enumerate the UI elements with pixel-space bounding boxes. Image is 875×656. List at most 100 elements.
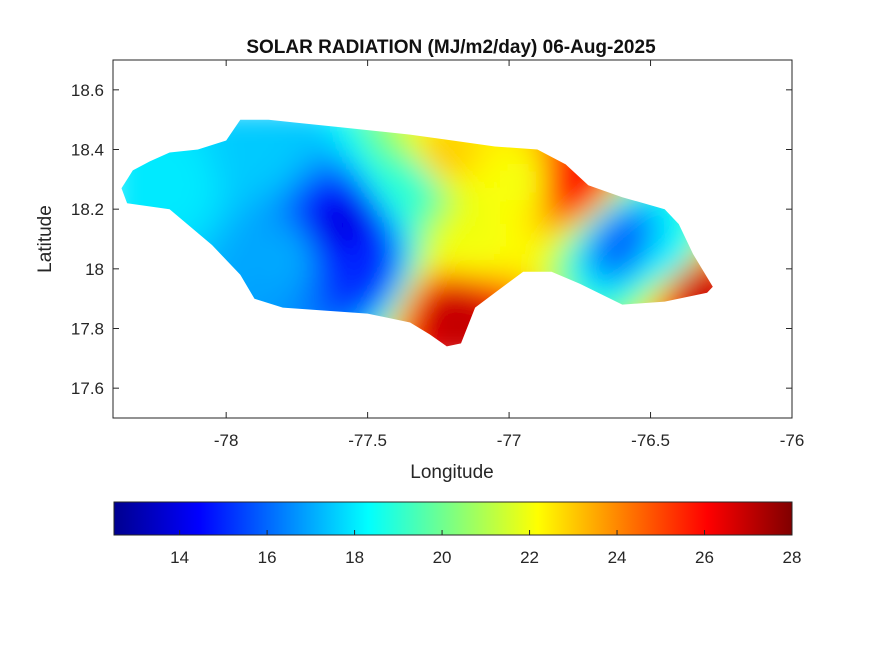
heatmap-cell [278, 176, 285, 183]
heatmap-cell [476, 182, 483, 189]
heatmap-cell [464, 302, 471, 309]
heatmap-cell [290, 236, 297, 243]
heatmap-cell [428, 176, 435, 183]
heatmap-cell [326, 206, 333, 213]
heatmap-cell [320, 152, 327, 159]
heatmap-cell [338, 254, 345, 261]
heatmap-cell [458, 254, 465, 261]
heatmap-cell [530, 248, 537, 255]
heatmap-cell [584, 254, 591, 261]
heatmap-cell [404, 254, 411, 261]
heatmap-cell [254, 296, 261, 303]
heatmap-cell [440, 272, 447, 279]
heatmap-cell [368, 284, 375, 291]
heatmap-cell [350, 230, 357, 237]
heatmap-cell [146, 188, 153, 195]
heatmap-cell [344, 308, 351, 315]
heatmap-cell [374, 260, 381, 267]
heatmap-cell [626, 296, 633, 303]
heatmap-cell [626, 242, 633, 249]
heatmap-cell [350, 248, 357, 255]
heatmap-cell [596, 224, 603, 231]
heatmap-cell [236, 200, 243, 207]
heatmap-cell [590, 230, 597, 237]
heatmap-cell [392, 194, 399, 201]
heatmap-cell [536, 236, 543, 243]
heatmap-cell [254, 218, 261, 225]
heatmap-cell [470, 164, 477, 171]
heatmap-cell [440, 332, 447, 339]
heatmap-cell [662, 266, 669, 273]
heatmap-cell [410, 176, 417, 183]
heatmap-cell [386, 134, 393, 141]
heatmap-cell [494, 194, 501, 201]
heatmap-cell [434, 236, 441, 243]
heatmap-cell [404, 266, 411, 273]
heatmap-cell [314, 170, 321, 177]
heatmap-cell [296, 176, 303, 183]
heatmap-cell [344, 242, 351, 249]
heatmap-cell [602, 206, 609, 213]
heatmap-cell [236, 176, 243, 183]
heatmap-cell [518, 248, 525, 255]
heatmap-cell [314, 200, 321, 207]
heatmap-cell [266, 122, 273, 129]
heatmap-cell [422, 290, 429, 297]
heatmap-cell [542, 218, 549, 225]
heatmap-cell [578, 224, 585, 231]
heatmap-cell [338, 302, 345, 309]
heatmap-cell [572, 248, 579, 255]
heatmap-cell [272, 284, 279, 291]
heatmap-cell [638, 236, 645, 243]
heatmap-cell [632, 236, 639, 243]
heatmap-cell [248, 260, 255, 267]
heatmap-cell [242, 146, 249, 153]
heatmap-cell [386, 218, 393, 225]
heatmap-cell [332, 194, 339, 201]
heatmap-cell [308, 134, 315, 141]
heatmap-cell [422, 236, 429, 243]
heatmap-cell [272, 128, 279, 135]
heatmap-cell [284, 188, 291, 195]
heatmap-cell [344, 128, 351, 135]
heatmap-cell [236, 122, 243, 129]
heatmap-cell [530, 266, 537, 273]
heatmap-cell [302, 206, 309, 213]
heatmap-cell [488, 200, 495, 207]
heatmap-cell [320, 284, 327, 291]
heatmap-cell [608, 206, 615, 213]
heatmap-cell [218, 200, 225, 207]
heatmap-cell [488, 278, 495, 285]
x-tick-label: -76 [780, 431, 805, 450]
heatmap-cell [548, 206, 555, 213]
heatmap-cell [662, 260, 669, 267]
heatmap-cell [488, 146, 495, 153]
heatmap-cell [314, 236, 321, 243]
heatmap-cell [590, 248, 597, 255]
heatmap-cell [290, 182, 297, 189]
heatmap-cell [368, 128, 375, 135]
heatmap-cell [296, 164, 303, 171]
heatmap-cell [200, 218, 207, 225]
heatmap-cell [590, 218, 597, 225]
heatmap-cell [338, 134, 345, 141]
heatmap-cell [140, 188, 147, 195]
heatmap-cell [344, 266, 351, 273]
heatmap-cell [506, 272, 513, 279]
heatmap-cell [200, 170, 207, 177]
heatmap-cell [452, 254, 459, 261]
heatmap-cell [248, 242, 255, 249]
heatmap-cell [392, 218, 399, 225]
heatmap-cell [374, 188, 381, 195]
heatmap-cell [548, 230, 555, 237]
heatmap-cell [608, 224, 615, 231]
heatmap-cell [326, 290, 333, 297]
heatmap-cell [212, 188, 219, 195]
heatmap-cell [410, 140, 417, 147]
heatmap-cell [488, 212, 495, 219]
heatmap-cell [326, 260, 333, 267]
heatmap-cell [242, 260, 249, 267]
heatmap-cell [332, 128, 339, 135]
heatmap-cell [236, 140, 243, 147]
heatmap-cell [662, 218, 669, 225]
